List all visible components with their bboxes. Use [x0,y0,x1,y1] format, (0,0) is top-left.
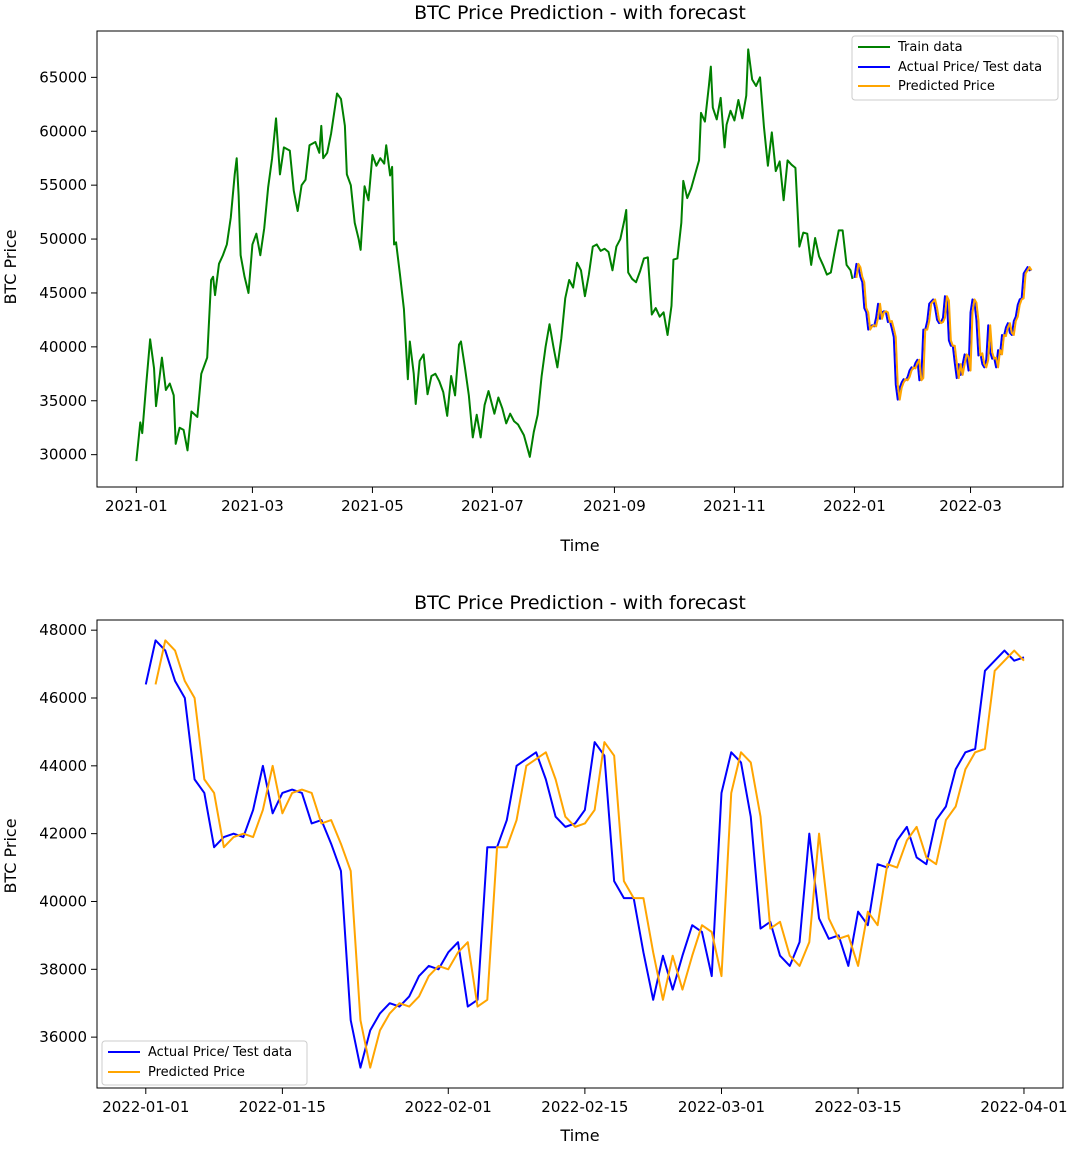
chart-top-x-axis-label: Time [559,536,599,555]
chart-bottom: BTC Price Prediction - with forecast 360… [1,592,1068,1145]
chart-top-legend: Train data Actual Price/ Test data Predi… [851,35,1059,101]
chart-bottom-x-tick-label: 2022-01-15 [239,1098,326,1116]
legend-label-train: Train data [897,40,963,55]
chart-top-series-train-data [135,48,854,462]
chart-top-series-predicted-price [855,262,1033,401]
chart-top-y-tick-label: 45000 [39,284,87,302]
chart-bottom-series-actual-price-test-data [144,639,1025,1069]
chart-bottom-series [144,639,1025,1069]
chart-bottom-title: BTC Price Prediction - with forecast [414,592,746,614]
legend-label-predicted: Predicted Price [898,79,995,94]
chart-top-y-axis-label: BTC Price [1,229,20,304]
chart-top-plot-frame [96,30,1064,488]
chart-bottom-y-tick-label: 46000 [39,689,87,707]
chart-bottom-x-axis-label: Time [559,1126,599,1145]
chart-bottom-x-tick-label: 2022-02-01 [405,1098,492,1116]
chart-bottom-x-tick-label: 2022-04-01 [980,1098,1067,1116]
chart-top-x-tick-label: 2021-07 [461,497,524,515]
legend-label-actual: Actual Price/ Test data [898,60,1042,75]
chart-bottom-legend: Actual Price/ Test data Predicted Price [101,1040,308,1086]
chart-bottom-x-tick-label: 2022-01-01 [102,1098,189,1116]
chart-bottom-y-tick-label: 38000 [39,960,87,978]
chart-top-x-tick-label: 2021-01 [105,497,168,515]
chart-top-x-tick-label: 2021-11 [703,497,766,515]
chart-bottom-x-tick-label: 2022-02-15 [541,1098,628,1116]
chart-bottom-plot-frame [96,619,1064,1089]
chart-top-x-tick-label: 2022-03 [939,497,1002,515]
chart-top-x-tick-label: 2021-03 [221,497,284,515]
chart-top: BTC Price Prediction - with forecast 300… [1,2,1064,555]
chart-top-y-tick-label: 50000 [39,230,87,248]
chart-top-x-tick-label: 2022-01 [823,497,886,515]
legend-label-actual-bottom: Actual Price/ Test data [148,1045,292,1060]
chart-top-title: BTC Price Prediction - with forecast [414,2,746,24]
chart-bottom-y-tick-label: 42000 [39,825,87,843]
chart-bottom-y-axis-label: BTC Price [1,818,20,893]
chart-top-y-tick-label: 30000 [39,446,87,464]
chart-top-legend-box [851,35,1059,101]
chart-bottom-x-tick-label: 2022-03-15 [814,1098,901,1116]
chart-top-y-tick-label: 55000 [39,176,87,194]
legend-label-predicted-bottom: Predicted Price [148,1065,245,1080]
chart-bottom-x-axis: 2022-01-01 2022-01-15 2022-02-01 2022-02-15… [102,1088,1068,1116]
chart-top-x-axis: 2021-01 2021-03 2021-05 2021-07 2021-09 2021-… [105,487,1002,515]
chart-top-y-tick-label: 60000 [39,122,87,140]
chart-bottom-y-axis: 36000 38000 40000 42000 44000 46000 48000 [39,621,97,1046]
chart-bottom-y-tick-label: 40000 [39,892,87,910]
chart-bottom-series-predicted-price [154,639,1025,1069]
chart-top-x-tick-label: 2021-09 [583,497,646,515]
chart-bottom-legend-box [101,1040,308,1086]
chart-top-series [135,48,1033,462]
chart-bottom-y-tick-label: 48000 [39,621,87,639]
chart-bottom-y-tick-label: 44000 [39,757,87,775]
chart-top-x-tick-label: 2021-05 [341,497,404,515]
chart-bottom-x-tick-label: 2022-03-01 [678,1098,765,1116]
chart-top-y-tick-label: 35000 [39,392,87,410]
chart-top-series-actual-price-test-data [853,262,1033,401]
chart-top-y-axis: 30000 35000 40000 45000 50000 55000 60000 65000 [39,68,97,464]
chart-bottom-y-tick-label: 36000 [39,1028,87,1046]
chart-top-y-tick-label: 65000 [39,68,87,86]
chart-top-y-tick-label: 40000 [39,338,87,356]
